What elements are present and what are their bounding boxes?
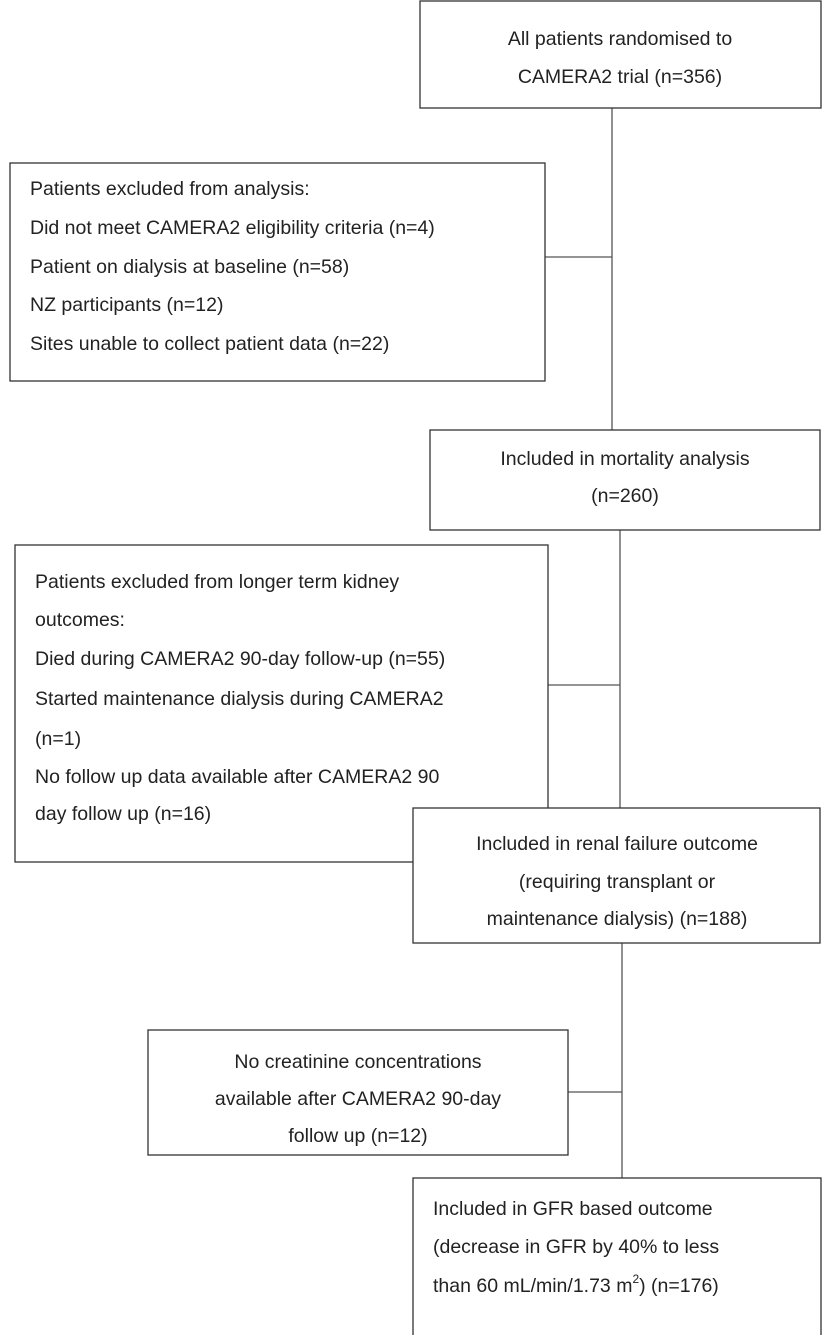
box-text: day follow up (n=16) bbox=[35, 803, 211, 825]
box-text: Patient on dialysis at baseline (n=58) bbox=[30, 256, 349, 278]
box-text: Patients excluded from longer term kidne… bbox=[35, 571, 399, 593]
box-text: Included in GFR based outcome bbox=[433, 1198, 713, 1220]
box-text: CAMERA2 trial (n=356) bbox=[518, 66, 722, 88]
box-text: NZ participants (n=12) bbox=[30, 294, 223, 316]
box-text: available after CAMERA2 90-day bbox=[215, 1088, 501, 1110]
superscript: 2 bbox=[632, 1272, 639, 1286]
box-text: All patients randomised to bbox=[508, 28, 733, 50]
box bbox=[412, 1177, 822, 1335]
box-text: Sites unable to collect patient data (n=… bbox=[30, 333, 389, 355]
box-text: Included in mortality analysis bbox=[500, 448, 750, 470]
box bbox=[9, 162, 546, 382]
box-text: Patients excluded from analysis: bbox=[30, 178, 310, 200]
box-text: Did not meet CAMERA2 eligibility criteri… bbox=[30, 217, 435, 239]
box-text: No creatinine concentrations bbox=[234, 1051, 481, 1073]
box-text: Included in renal failure outcome bbox=[476, 833, 758, 855]
box-text: (decrease in GFR by 40% to less bbox=[433, 1236, 719, 1258]
box-text: than 60 mL/min/1.73 m2) (n=176) bbox=[433, 1272, 719, 1297]
box-text: (n=260) bbox=[591, 485, 659, 507]
box-text: Died during CAMERA2 90-day follow-up (n=… bbox=[35, 648, 445, 670]
box-text: (n=1) bbox=[35, 728, 81, 750]
box bbox=[419, 0, 822, 109]
box-text: than 60 mL/min/1.73 m bbox=[433, 1275, 632, 1297]
box bbox=[429, 429, 821, 531]
box-text: ) (n=176) bbox=[639, 1275, 719, 1297]
box-text: No follow up data available after CAMERA… bbox=[35, 766, 439, 788]
box-text: outcomes: bbox=[35, 609, 125, 631]
box-text: (requiring transplant or bbox=[519, 871, 716, 893]
box bbox=[147, 1029, 569, 1156]
box-text: Started maintenance dialysis during CAME… bbox=[35, 688, 444, 710]
box-text: follow up (n=12) bbox=[288, 1125, 427, 1147]
box bbox=[412, 807, 821, 944]
box-text: maintenance dialysis) (n=188) bbox=[487, 908, 748, 930]
